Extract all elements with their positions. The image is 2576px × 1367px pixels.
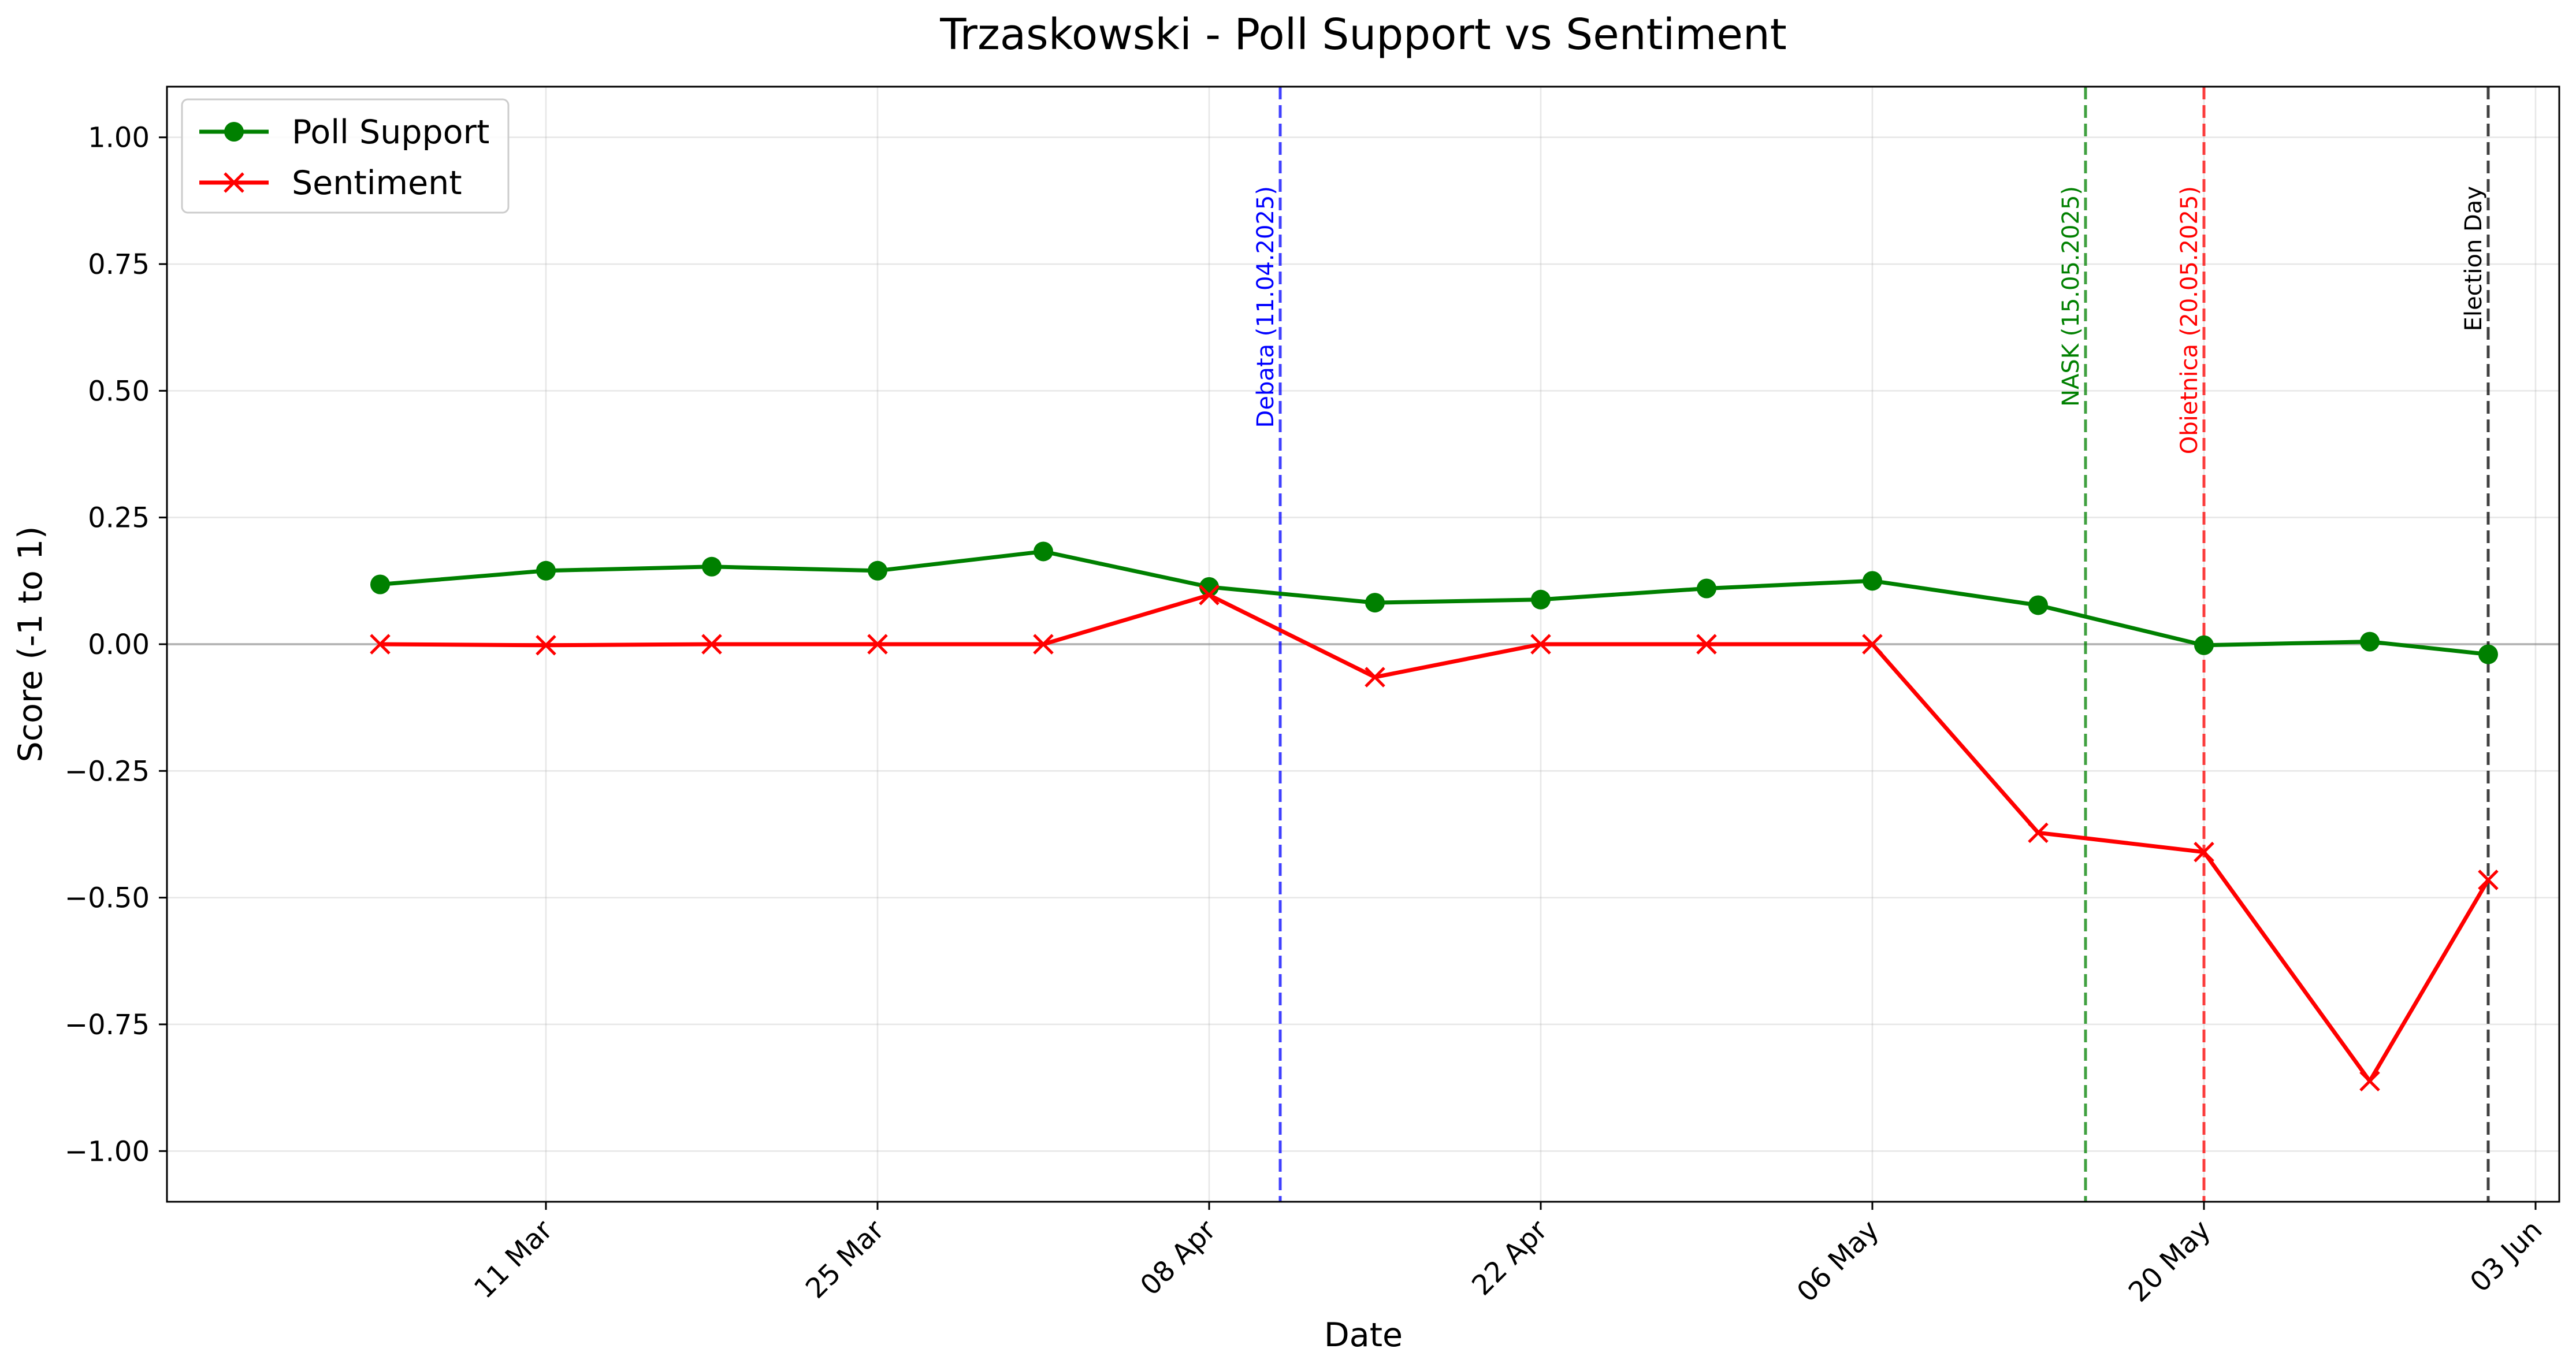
y-tick-label: 0.00	[88, 629, 150, 661]
event-label: Election Day	[2460, 186, 2487, 331]
event-label: Obietnica (20.05.2025)	[2176, 186, 2203, 454]
y-tick-label: −0.25	[65, 755, 150, 787]
data-point	[536, 560, 556, 581]
data-point	[1530, 634, 1551, 655]
y-axis-label: Score (-1 to 1)	[12, 526, 50, 763]
data-point	[370, 574, 390, 595]
event-label: NASK (15.05.2025)	[2058, 186, 2084, 407]
data-point	[702, 556, 722, 577]
data-point	[868, 560, 887, 581]
y-tick-label: −0.50	[65, 882, 150, 915]
data-series	[370, 541, 2499, 1091]
data-point	[2028, 822, 2049, 844]
legend-label: Poll Support	[292, 113, 489, 151]
event-label: Debata (11.04.2025)	[1252, 186, 1279, 428]
legend: Poll Support Sentiment	[181, 98, 510, 214]
y-axis-ticks: 1.00 0.75 0.50 0.25 0.00 −0.25 −0.50 −0.75 −1.00	[65, 122, 167, 1168]
data-point	[1034, 541, 1053, 562]
data-point	[867, 634, 888, 655]
y-tick-label: 1.00	[88, 122, 150, 154]
legend-item: Sentiment	[199, 164, 462, 202]
data-point	[2359, 1071, 2380, 1091]
legend-label: Sentiment	[292, 164, 462, 202]
y-tick-label: 0.75	[88, 248, 150, 281]
legend-item: Poll Support	[199, 113, 489, 151]
y-tick-label: 0.25	[88, 502, 150, 534]
data-point	[2478, 644, 2498, 664]
chart-title: Trzaskowski - Poll Support vs Sentiment	[939, 10, 1787, 60]
data-point	[701, 634, 722, 655]
data-point	[1863, 571, 1882, 591]
event-markers: Debata (11.04.2025) NASK (15.05.2025) Obie…	[1252, 87, 2490, 1202]
series-line	[380, 549, 2489, 656]
x-axis-label: Date	[1324, 1316, 1403, 1354]
data-point	[1862, 634, 1883, 655]
data-point	[1697, 578, 1716, 599]
data-point	[1531, 589, 1551, 610]
data-point	[370, 634, 391, 655]
data-point	[2194, 841, 2214, 863]
y-tick-label: 0.50	[88, 375, 150, 407]
data-point	[2478, 870, 2499, 890]
data-point	[1696, 634, 1717, 655]
data-point	[2194, 635, 2214, 655]
y-tick-label: −0.75	[65, 1009, 150, 1041]
data-point	[536, 634, 556, 656]
data-point	[1199, 585, 1220, 606]
data-point	[1365, 593, 1385, 613]
data-point	[2028, 595, 2048, 615]
y-tick-label: −1.00	[65, 1135, 150, 1168]
series-line	[380, 593, 2490, 1083]
data-point	[2360, 632, 2380, 652]
data-point	[1365, 667, 1385, 688]
data-point	[1033, 634, 1054, 655]
